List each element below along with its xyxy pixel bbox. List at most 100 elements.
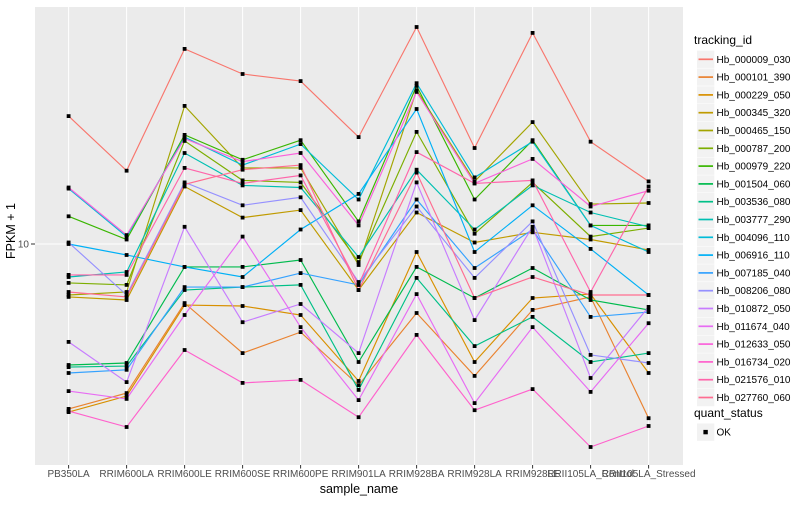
- data-point: [472, 296, 477, 300]
- data-point: [66, 273, 71, 277]
- data-point: [646, 305, 651, 309]
- data-point: [472, 401, 477, 405]
- data-point: [588, 298, 593, 302]
- data-point: [66, 371, 71, 375]
- data-point: [588, 353, 593, 357]
- data-point: [240, 183, 245, 188]
- legend-label-ok: OK: [717, 428, 732, 439]
- data-point: [124, 361, 129, 365]
- legend-label-Hb_000979_220: Hb_000979_220: [717, 162, 791, 173]
- data-point: [240, 181, 245, 186]
- data-point: [298, 185, 303, 190]
- data-point: [66, 407, 71, 411]
- data-point: [530, 120, 535, 124]
- data-point: [298, 208, 303, 212]
- data-point: [588, 290, 593, 294]
- data-point: [240, 351, 245, 355]
- data-point: [66, 365, 71, 369]
- x-axis-title: sample_name: [320, 482, 399, 496]
- legend-label-Hb_016734_020: Hb_016734_020: [717, 357, 791, 368]
- data-point: [414, 204, 419, 209]
- data-point: [530, 203, 535, 208]
- data-point: [240, 304, 245, 308]
- data-point: [588, 223, 593, 228]
- data-point: [588, 237, 593, 242]
- data-point: [66, 281, 71, 285]
- data-point: [298, 271, 303, 275]
- data-point: [182, 285, 187, 289]
- data-point: [414, 150, 419, 154]
- data-point: [414, 170, 419, 175]
- data-point: [298, 227, 303, 232]
- data-point: [646, 351, 651, 355]
- x-tick-label-RRIM928LA: RRIM928LA: [447, 469, 502, 480]
- data-point: [66, 214, 71, 219]
- data-point: [240, 72, 245, 76]
- data-point: [414, 90, 419, 94]
- data-point: [588, 139, 593, 144]
- legend-label-Hb_027760_060: Hb_027760_060: [717, 393, 791, 404]
- data-point: [240, 163, 245, 167]
- data-point: [472, 318, 477, 322]
- data-point: [646, 201, 651, 205]
- data-point: [298, 173, 303, 178]
- data-point: [66, 340, 71, 344]
- data-point: [472, 227, 477, 232]
- data-point: [472, 408, 477, 413]
- data-point: [472, 146, 477, 150]
- data-point: [356, 351, 361, 355]
- data-point: [588, 210, 593, 215]
- data-point: [124, 391, 129, 395]
- x-tick-label-RRIM600LE: RRIM600LE: [157, 469, 212, 480]
- data-point: [414, 311, 419, 315]
- legend-label-Hb_003777_290: Hb_003777_290: [717, 215, 791, 226]
- data-point: [472, 266, 477, 270]
- data-point: [530, 308, 535, 312]
- data-point: [588, 360, 593, 364]
- x-tick-label-RRII105LA_Stressed: RRII105LA_Stressed: [602, 469, 696, 480]
- data-point: [298, 313, 303, 317]
- legend-label-Hb_000465_150: Hb_000465_150: [717, 126, 791, 137]
- data-point: [356, 288, 361, 292]
- data-point: [298, 142, 303, 146]
- legend-label-Hb_021576_010: Hb_021576_010: [717, 375, 791, 386]
- data-point: [298, 166, 303, 170]
- data-point: [240, 320, 245, 325]
- data-point: [472, 231, 477, 236]
- data-point: [356, 415, 361, 420]
- data-point: [356, 135, 361, 139]
- data-point: [530, 157, 535, 161]
- data-point: [240, 203, 245, 208]
- data-point: [240, 275, 245, 279]
- data-point: [66, 275, 71, 279]
- legend-label-Hb_008206_080: Hb_008206_080: [717, 286, 791, 297]
- data-point: [182, 313, 187, 317]
- data-point: [530, 230, 535, 235]
- data-point: [182, 166, 187, 170]
- data-point: [124, 425, 129, 429]
- y-tick-label: 10: [18, 240, 30, 251]
- legend-label-Hb_010872_050: Hb_010872_050: [717, 304, 791, 315]
- data-point: [530, 266, 535, 270]
- data-point: [530, 31, 535, 35]
- legend-label-Hb_001504_060: Hb_001504_060: [717, 179, 791, 190]
- data-point: [646, 310, 651, 314]
- data-point: [240, 285, 245, 289]
- data-point: [472, 181, 477, 186]
- data-point: [472, 276, 477, 280]
- legend-title-quant-status: quant_status: [694, 406, 763, 420]
- legend-label-Hb_000101_390: Hb_000101_390: [717, 73, 791, 84]
- data-point: [646, 416, 651, 421]
- data-point: [182, 104, 187, 108]
- data-point: [124, 364, 129, 368]
- data-point: [530, 180, 535, 185]
- data-point: [472, 197, 477, 202]
- data-point: [356, 255, 361, 259]
- data-point: [66, 409, 71, 413]
- legend-label-Hb_003536_080: Hb_003536_080: [717, 197, 791, 208]
- data-point: [356, 383, 361, 388]
- data-point: [298, 151, 303, 155]
- data-point: [414, 276, 419, 280]
- data-point: [182, 47, 187, 51]
